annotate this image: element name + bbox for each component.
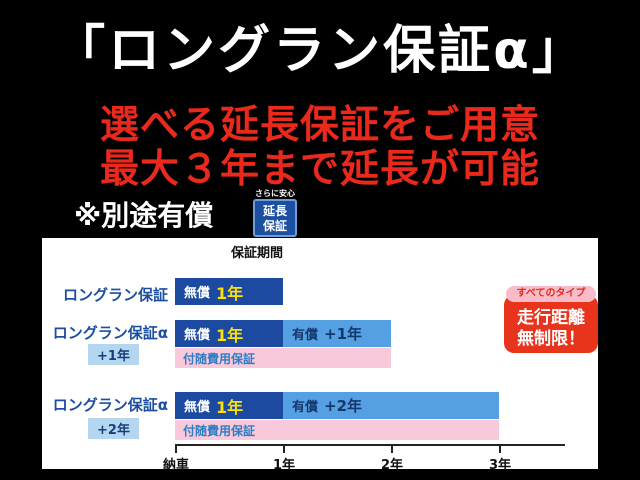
bar-paid-row2-label: 有償 [292,328,319,343]
chart-title: 保証期間 [230,246,283,261]
bar-paid-row3-label: 有償 [292,400,319,415]
bar-free-row1-label: 無償 [184,286,211,301]
row-sublabel-alpha1: +1年 [88,344,139,365]
row-label-longrun: ロングラン保証 [62,286,168,304]
bar-free-row1: 無償 1年 [175,278,283,305]
bar-incidental-row3: 付随費用保証 [175,420,499,440]
extended-warranty-stamp-icon: さらに安心 延長 保証 [253,189,297,237]
axis-tick-3 [499,444,501,453]
stamp-word-2: 保証 [262,219,287,233]
bar-paid-row2: 有償 +1年 [283,320,391,347]
stamp-box: 延長 保証 [253,199,297,237]
axis-label-year3: 3年 [488,458,512,473]
axis-tick-2 [391,444,393,453]
axis-tick-0 [175,444,177,453]
bar-free-row1-years: 1年 [216,283,244,303]
subtitle-line1: 選べる延長保証をご用意 [99,103,540,148]
poster-title: 「ロングラン保証α」 [53,21,587,81]
badge-pill: すべてのタイプ [506,286,596,302]
bar-free-row3-years: 1年 [216,397,244,417]
badge-line1: 走行距離 [517,308,585,328]
row-sublabel-alpha2: +2年 [88,418,139,439]
row-label-alpha2: ロングラン保証α [52,396,168,414]
x-axis-line [175,444,565,446]
badge-box: 走行距離 無制限！ [504,295,598,353]
warranty-chart-panel: 保証期間 ロングラン保証 無償 1年 ロングラン保証α +1年 無償 1年 有償… [42,238,598,473]
axis-label-delivery: 納車 [162,458,189,473]
axis-label-year2: 2年 [380,458,404,473]
subtitle-line2: 最大３年まで延長が可能 [99,147,540,192]
bar-paid-row3-years: +2年 [324,397,363,415]
badge-line2: 無制限！ [517,329,585,349]
bar-free-row2-label: 無償 [184,328,211,343]
axis-tick-1 [283,444,285,453]
row-label-alpha1: ロングラン保証α [52,324,168,342]
unlimited-mileage-badge: すべてのタイプ 走行距離 無制限！ [504,286,598,358]
bar-free-row2-years: 1年 [216,325,244,345]
bar-paid-row3: 有償 +2年 [283,392,499,419]
paid-note: ※別途有償 [74,199,214,232]
bar-paid-row2-years: +1年 [324,325,363,343]
bar-incidental-row2: 付随費用保証 [175,348,391,368]
bar-free-row3: 無償 1年 [175,392,283,419]
bar-free-row3-label: 無償 [184,400,211,415]
stamp-word-1: 延長 [262,204,287,218]
bar-free-row2: 無償 1年 [175,320,283,347]
stamp-caption: さらに安心 [255,189,295,198]
axis-label-year1: 1年 [272,458,296,473]
